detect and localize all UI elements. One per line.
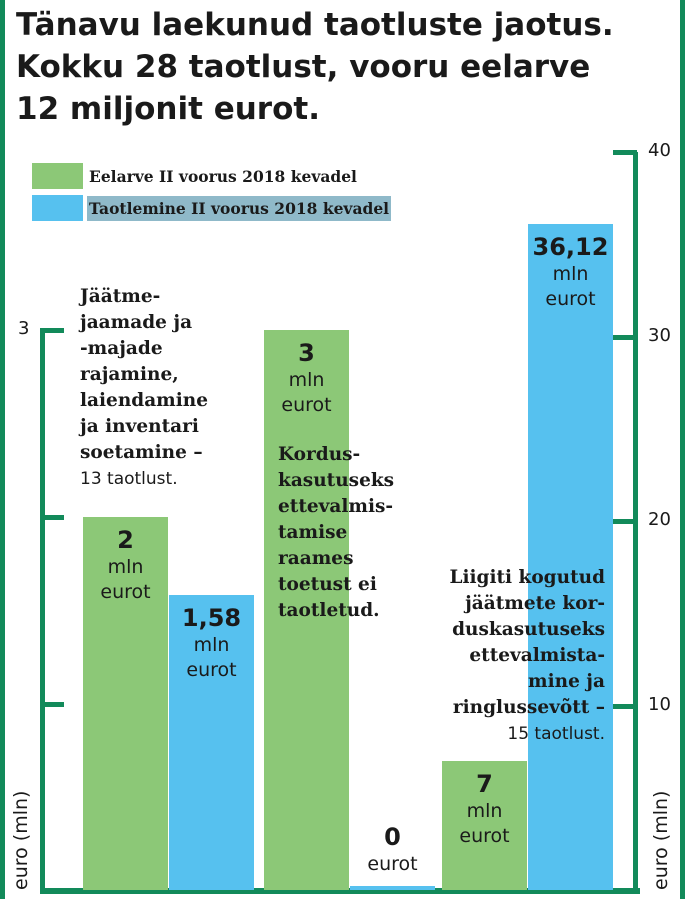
- left-axis-tick: [40, 515, 64, 520]
- note-2-line: kasutuseks: [278, 470, 395, 491]
- note-3-line: jäätmete kor-: [465, 593, 605, 614]
- note-1-line: rajamine,: [80, 364, 179, 385]
- bar-value-number: 7: [476, 769, 493, 798]
- note-3-line: ringlussevõtt –: [452, 697, 605, 718]
- note-group-2: Kordus- kasutuseks ettevalmis- tamise ra…: [278, 442, 394, 624]
- bar-value-number: 3: [298, 339, 315, 367]
- note-1-line: laiendamine: [80, 390, 209, 411]
- note-3-line: Liigiti kogutud: [449, 567, 605, 588]
- note-group-3: Liigiti kogutud jäätmete kor- duskasutus…: [449, 565, 605, 747]
- note-3-count: 15 taotlust.: [507, 724, 605, 744]
- bar-value-unit: mln: [466, 799, 503, 822]
- bar-value-unit: eurot: [186, 659, 237, 682]
- right-axis-title: euro (mln): [650, 790, 672, 890]
- bar-applied: [528, 223, 613, 890]
- left-axis-title: euro (mln): [10, 790, 32, 890]
- note-2-line: tamise: [278, 522, 348, 543]
- note-3-line: ettevalmista-: [469, 645, 605, 666]
- note-1-count: 13 taotlust.: [80, 469, 178, 489]
- legend-item-applied: Taotlemine II voorus 2018 kevadel: [32, 195, 392, 221]
- note-2-line: toetust ei: [278, 574, 377, 595]
- title-line-1: Tänavu laekunud taotluste jaotus.: [16, 7, 614, 43]
- bar-budget: [83, 516, 168, 890]
- left-axis-tick: [40, 702, 64, 707]
- legend-item-budget: Eelarve II voorus 2018 kevadel: [32, 163, 359, 189]
- bar-value-unit: eurot: [545, 287, 596, 310]
- note-1-line: Jäätme-: [80, 286, 161, 307]
- bar-value-label: 3 mln eurot: [264, 338, 349, 418]
- note-3-line: duskasutuseks: [452, 619, 605, 640]
- right-axis-tick: [613, 334, 637, 340]
- bar-value-label: 36,12 mln eurot: [528, 232, 613, 312]
- x-axis-line: [40, 888, 640, 894]
- bar-budget: [442, 760, 527, 890]
- bar-value-unit: eurot: [281, 394, 332, 416]
- legend-swatch-budget: [32, 163, 83, 189]
- bar-value-number: 36,12: [532, 232, 609, 261]
- note-2-line: ettevalmis-: [278, 496, 394, 517]
- bar-budget: [264, 330, 349, 890]
- bar-value-number: 2: [117, 525, 134, 554]
- note-1-line: -majade: [80, 338, 163, 359]
- note-2-line: taotletud.: [278, 600, 380, 621]
- bar-applied: [169, 595, 254, 890]
- bar-value-unit: eurot: [100, 580, 151, 603]
- note-1-line: soetamine –: [80, 442, 203, 463]
- note-2-line: Kordus-: [278, 444, 361, 465]
- bar-value-unit: eurot: [367, 853, 418, 875]
- bar-value-unit: mln: [193, 634, 230, 657]
- bar-value-label: 1,58 mln eurot: [169, 603, 254, 683]
- title-line-3: 12 miljonit eurot.: [16, 91, 320, 127]
- bar-value-label: 0 eurot: [350, 822, 435, 877]
- right-axis-tick: [613, 150, 637, 155]
- note-3-line: mine ja: [528, 671, 605, 692]
- bar-value-unit: mln: [288, 369, 325, 391]
- title-line-2: Kokku 28 taotlust, vooru eelarve: [16, 49, 591, 85]
- note-group-1: Jäätme- jaamade ja -majade rajamine, lai…: [80, 284, 208, 492]
- bar-value-unit: mln: [107, 555, 144, 578]
- left-axis-tick: [40, 328, 64, 333]
- left-axis-line: [40, 330, 45, 890]
- bar-applied: [350, 886, 435, 890]
- right-tick-label: 30: [648, 324, 671, 346]
- bar-value-number: 0: [384, 823, 401, 851]
- chart-title: Tänavu laekunud taotluste jaotus. Kokku …: [16, 4, 676, 130]
- note-1-line: ja inventari: [80, 416, 199, 437]
- legend-swatch-applied: [32, 195, 83, 221]
- right-tick-label: 20: [648, 509, 671, 530]
- note-2-line: raames: [278, 548, 354, 569]
- note-1-line: jaamade ja: [80, 312, 193, 333]
- bar-value-number: 1,58: [181, 604, 242, 633]
- bar-value-unit: mln: [552, 262, 589, 285]
- right-axis-tick: [613, 703, 637, 709]
- left-tick-label: 3: [18, 318, 30, 339]
- legend-label-applied: Taotlemine II voorus 2018 kevadel: [87, 195, 392, 221]
- right-tick-label: 40: [648, 140, 671, 161]
- bar-value-label: 2 mln eurot: [83, 525, 168, 605]
- legend-label-budget: Eelarve II voorus 2018 kevadel: [89, 166, 357, 186]
- right-tick-label: 10: [648, 693, 671, 715]
- right-axis-tick: [613, 519, 637, 524]
- bar-value-label: 7 mln eurot: [442, 769, 527, 849]
- bar-value-unit: eurot: [459, 824, 510, 847]
